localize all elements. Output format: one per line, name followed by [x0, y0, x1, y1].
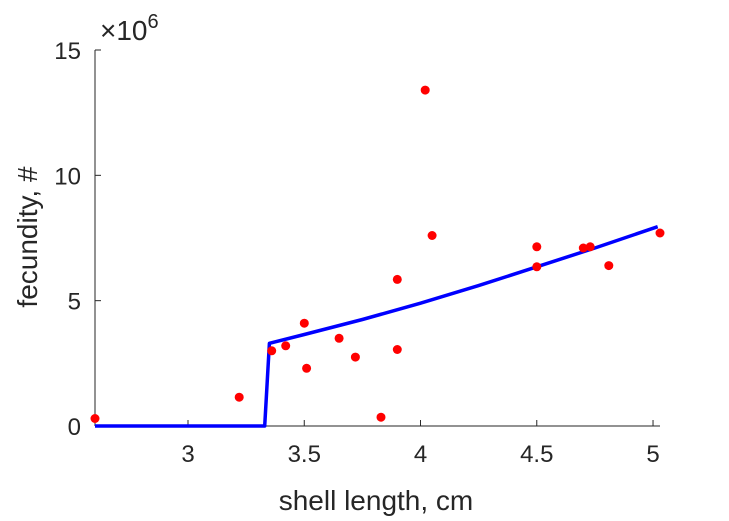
data-point — [532, 242, 542, 252]
x-tick-label: 3 — [181, 441, 194, 468]
data-point — [350, 352, 360, 362]
y-axis-exponent: ×106 — [100, 11, 159, 46]
x-axis-label: shell length, cm — [279, 485, 474, 516]
data-point — [299, 318, 309, 328]
data-point — [578, 243, 588, 253]
data-point — [281, 341, 291, 351]
y-axis-label: fecundity, # — [12, 166, 43, 308]
x-tick-label: 4.5 — [520, 441, 553, 468]
data-point — [90, 414, 100, 423]
axes — [94, 50, 660, 427]
data-point — [334, 333, 344, 343]
data-point — [376, 412, 386, 422]
points-layer — [90, 85, 665, 423]
y-tick-label: 0 — [68, 414, 81, 441]
fit-layer — [95, 225, 659, 428]
y-tick-label: 15 — [54, 38, 81, 65]
x-tick-label: 3.5 — [288, 441, 321, 468]
x-tick-label: 4 — [414, 441, 427, 468]
y-exponent-base: ×10 — [100, 15, 148, 46]
y-tick-label: 5 — [68, 289, 81, 316]
data-point — [427, 231, 437, 240]
data-point — [655, 228, 665, 238]
fit-line — [95, 225, 659, 428]
data-point — [604, 261, 614, 271]
data-point — [585, 242, 595, 252]
x-tick-label: 5 — [646, 441, 659, 468]
data-point — [267, 346, 277, 356]
data-point — [302, 363, 312, 373]
y-tick-label: 10 — [54, 163, 81, 190]
y-exponent-power: 6 — [148, 11, 159, 33]
x-ticks: 3 3.5 4 4.5 5 — [181, 420, 660, 468]
data-point — [392, 274, 402, 284]
data-point — [234, 392, 244, 402]
data-point — [420, 85, 430, 95]
data-point — [392, 345, 402, 354]
data-point — [532, 262, 542, 272]
y-ticks: 0 5 10 15 — [54, 38, 101, 441]
